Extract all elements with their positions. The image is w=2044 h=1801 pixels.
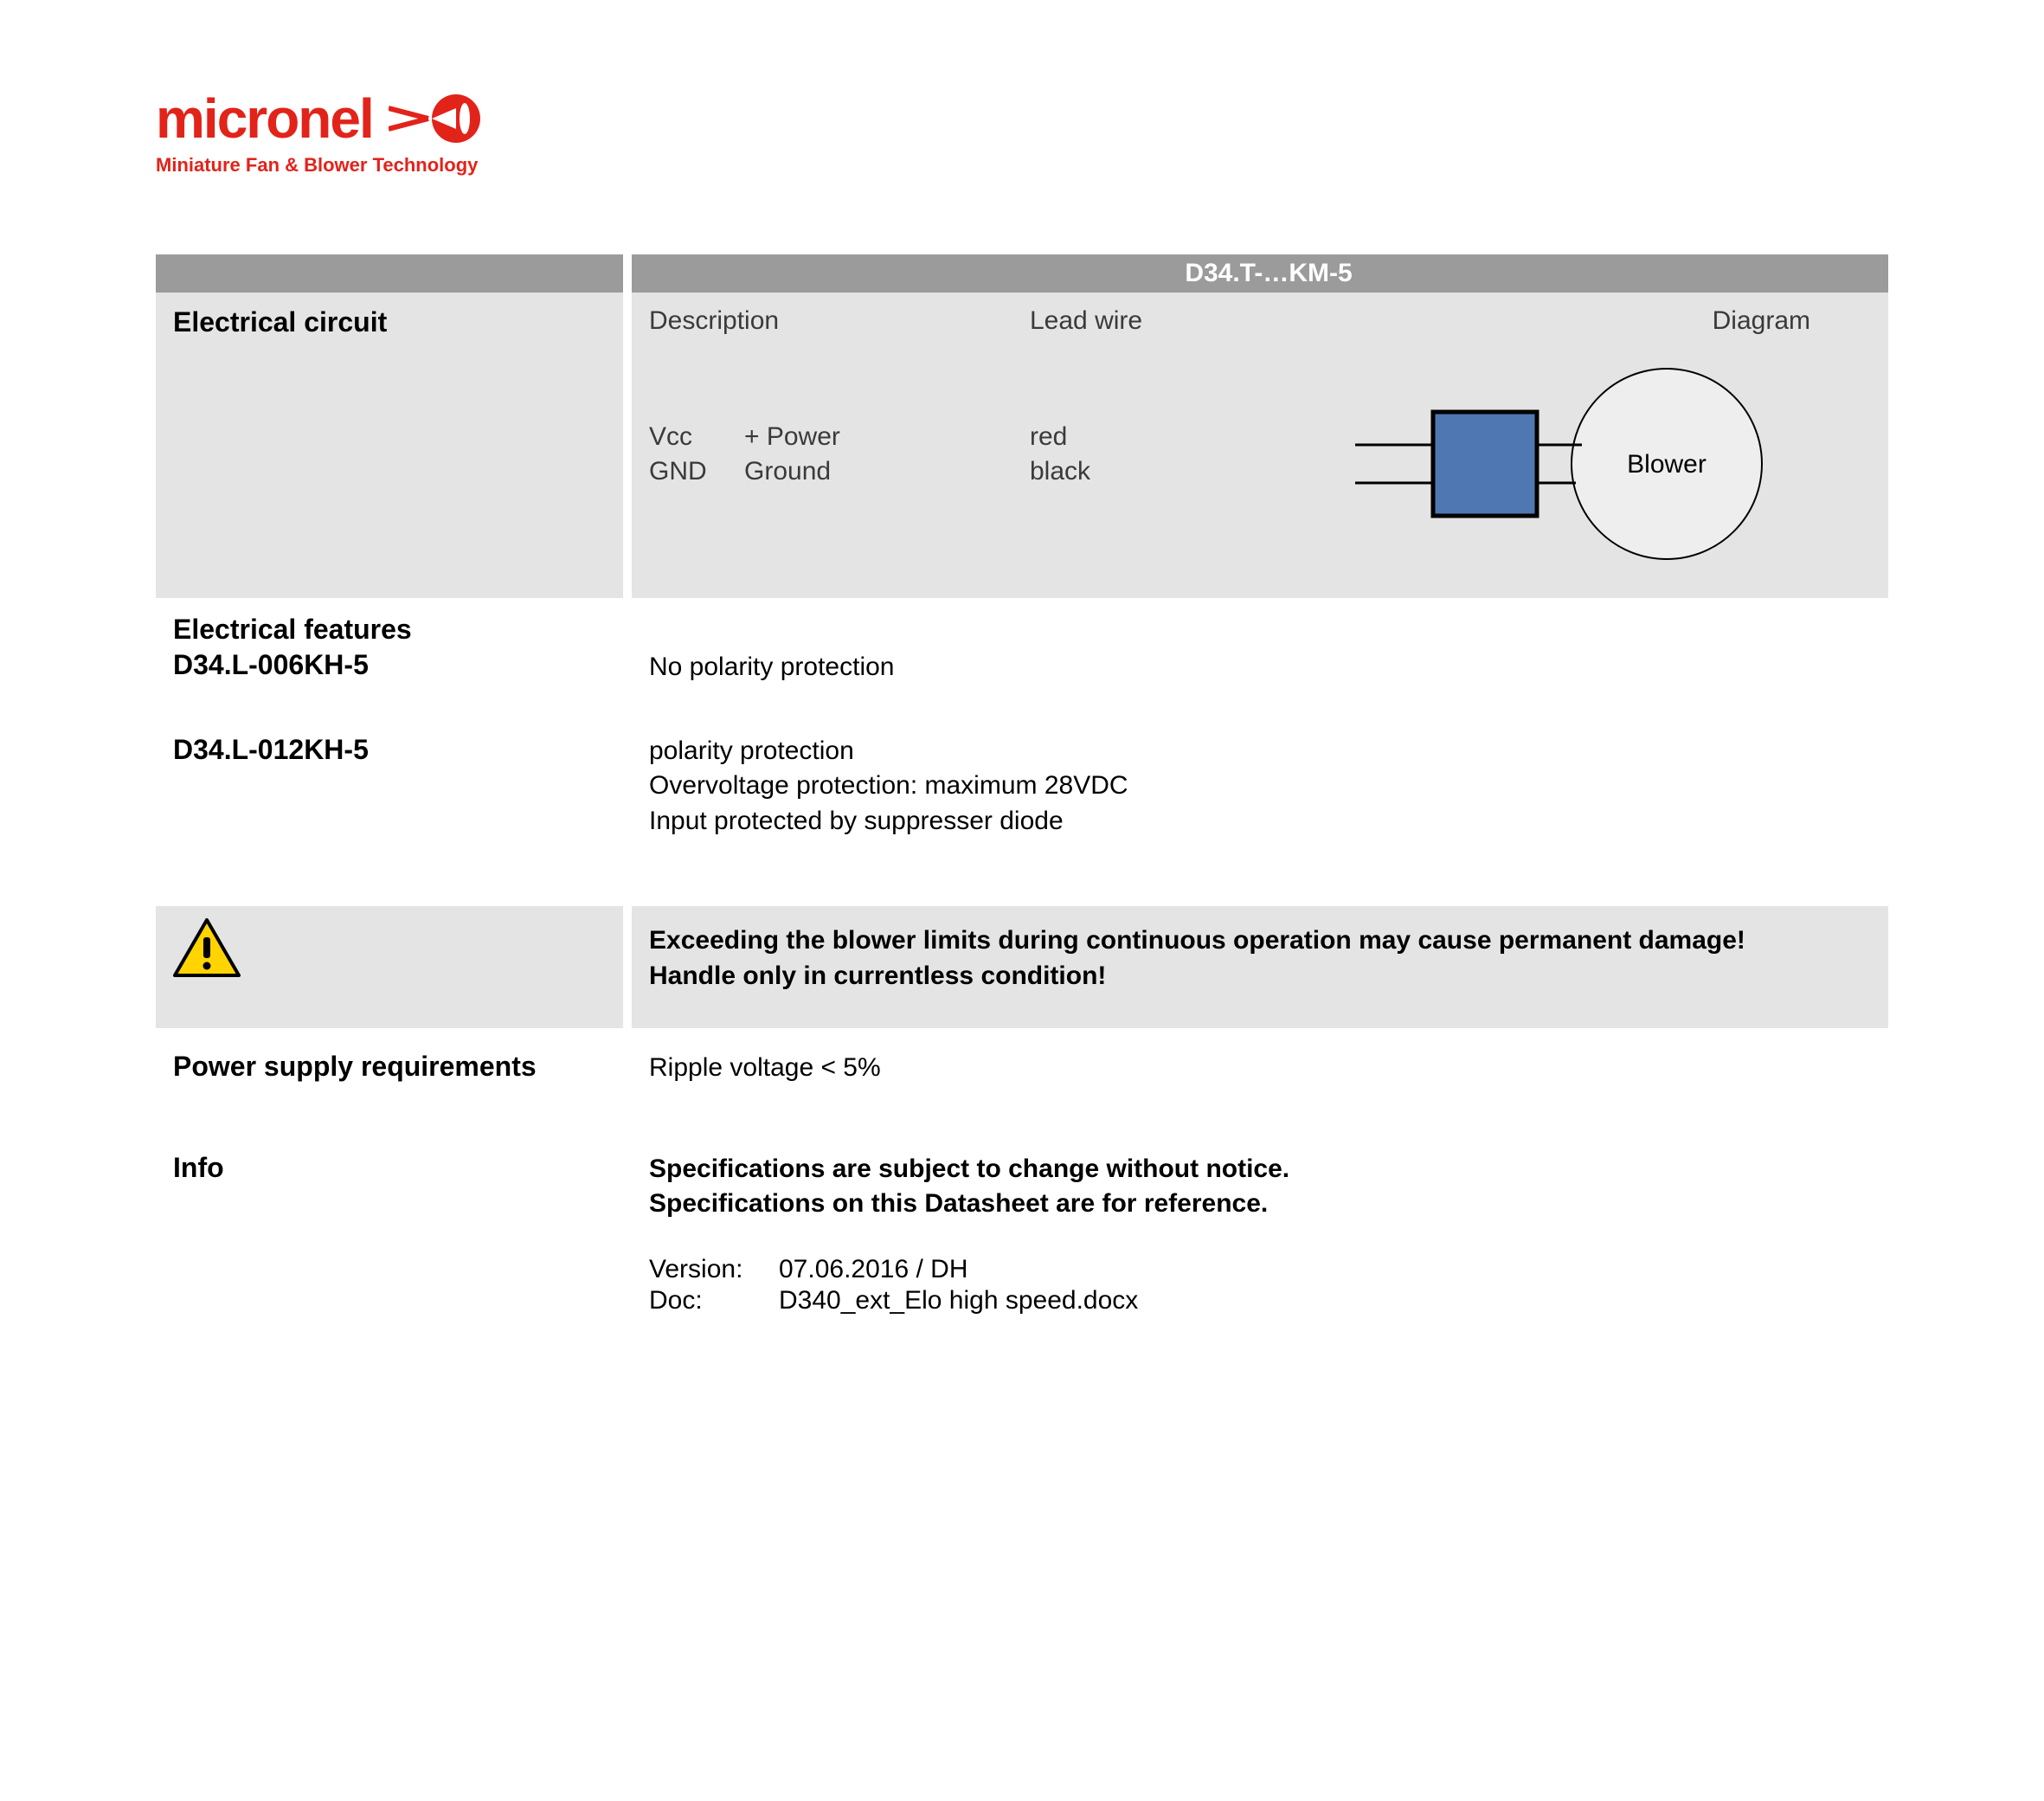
circuit-pin: Vcc [649, 422, 744, 452]
feature-line: polarity protection [649, 734, 1871, 769]
info-doc-row: Doc: D340_ext_Elo high speed.docx [649, 1286, 1871, 1315]
electrical-circuit-row: Electrical circuit Description Lead wire… [156, 293, 1888, 598]
feature-line: Overvoltage protection: maximum 28VDC [649, 769, 1871, 804]
info-row: Info Specifications are subject to chang… [156, 1145, 1888, 1322]
electrical-features-row: Electrical features D34.L-006KH-5 No pol… [156, 607, 1888, 692]
electrical-features-row: D34.L-012KH-5 polarity protection Overvo… [156, 727, 1888, 846]
circuit-col-leadwire: Lead wire [1030, 293, 1255, 343]
warning-icon [173, 918, 241, 979]
circuit-col-description: Description [632, 293, 1030, 343]
feature-model: D34.L-006KH-5 [173, 649, 606, 681]
warning-line: Handle only in currentless condition! [649, 959, 1864, 994]
info-doc-value: D340_ext_Elo high speed.docx [779, 1286, 1138, 1315]
power-supply-label: Power supply requirements [173, 1051, 606, 1083]
circuit-wire: black [1030, 457, 1255, 486]
brand-name: micronel [156, 87, 373, 151]
info-version-row: Version: 07.06.2016 / DH [649, 1255, 1871, 1284]
circuit-row: Vcc + Power [649, 422, 1012, 452]
info-notice-line: Specifications are subject to change wit… [649, 1152, 1871, 1187]
model-title: D34.T-…KM-5 [1167, 259, 1352, 288]
power-supply-row: Power supply requirements Ripple voltage… [156, 1044, 1888, 1093]
circuit-desc: + Power [744, 422, 840, 452]
info-version-label: Version: [649, 1255, 779, 1284]
info-notice-line: Specifications on this Datasheet are for… [649, 1187, 1871, 1222]
fan-icon [389, 93, 484, 145]
feature-line: Input protected by suppresser diode [649, 804, 1871, 839]
electrical-features-label: Electrical features [173, 614, 606, 646]
circuit-pin: GND [649, 457, 744, 486]
brand-logo-block: micronel Miniature Fan & Blower Technolo… [156, 87, 1888, 177]
info-label: Info [173, 1152, 606, 1184]
power-supply-text: Ripple voltage < 5% [649, 1051, 1871, 1086]
circuit-col-diagram: Diagram [1255, 293, 1888, 343]
datasheet-content: D34.T-…KM-5 Electrical circuit Descripti… [156, 254, 1888, 1322]
circuit-desc: Ground [744, 457, 831, 486]
model-header-row: D34.T-…KM-5 [156, 254, 1888, 293]
feature-model: D34.L-012KH-5 [173, 734, 606, 766]
circuit-diagram: Blower [1255, 351, 1871, 576]
feature-line: No polarity protection [649, 650, 1871, 685]
brand-tagline: Miniature Fan & Blower Technology [156, 154, 1888, 177]
info-version-value: 07.06.2016 / DH [779, 1255, 967, 1284]
info-doc-label: Doc: [649, 1286, 779, 1315]
circuit-wire: red [1030, 422, 1255, 452]
electrical-circuit-label: Electrical circuit [173, 306, 606, 338]
circuit-row: GND Ground [649, 457, 1012, 486]
warning-line: Exceeding the blower limits during conti… [649, 923, 1864, 959]
warning-row: Exceeding the blower limits during conti… [156, 906, 1888, 1028]
blower-label: Blower [1627, 450, 1707, 479]
